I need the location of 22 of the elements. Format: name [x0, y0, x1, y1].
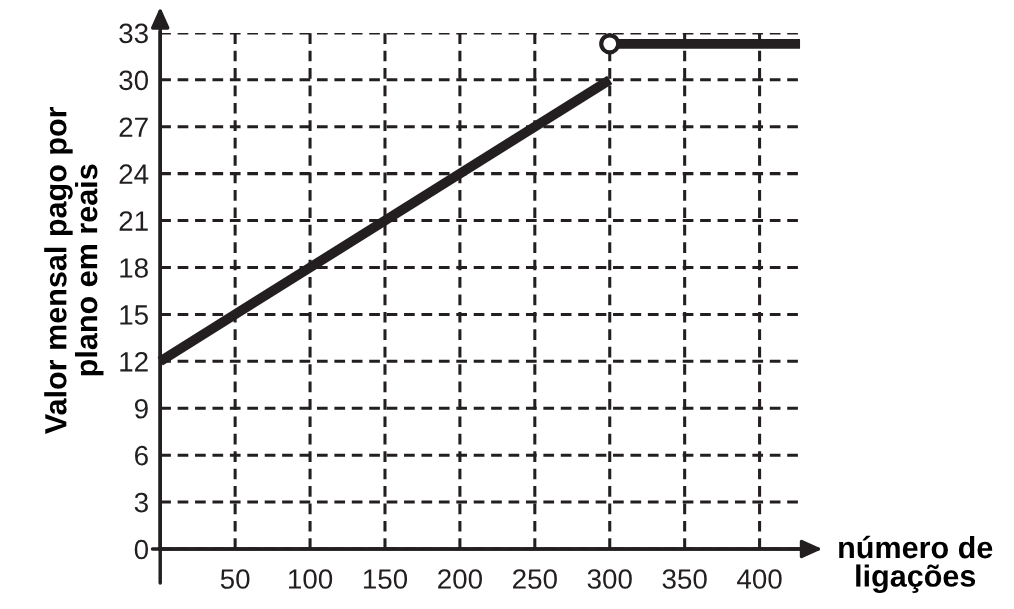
x-tick-label: 250: [513, 569, 557, 589]
x-tick-label: 50: [220, 569, 250, 589]
y-tick-label: 9: [134, 398, 148, 419]
x-tick-label: 200: [438, 569, 482, 589]
x-tick-label: 150: [363, 569, 408, 589]
y-tick-label: 12: [120, 352, 148, 372]
x-tick-label: 400: [737, 569, 782, 589]
y-tick-label: 33: [119, 23, 148, 44]
y-tick-label: 6: [135, 445, 148, 466]
y-axis-title: Valor mensal pago por plano em reais: [44, 106, 104, 434]
y-tick-label: 24: [119, 164, 149, 184]
x-tick-label: 100: [289, 569, 333, 589]
y-tick-label: 18: [120, 258, 148, 278]
y-tick-label: 21: [119, 211, 148, 231]
y-tick-label: 0: [134, 539, 149, 560]
x-tick-label: 350: [662, 569, 707, 589]
x-axis-title: número de ligações: [839, 535, 993, 594]
y-tick-label: 3: [134, 492, 148, 513]
y-tick-label: 27: [119, 117, 148, 137]
y-tick-label: 30: [119, 70, 149, 91]
y-tick-label: 15: [120, 305, 148, 325]
x-tick-label: 300: [587, 569, 632, 589]
